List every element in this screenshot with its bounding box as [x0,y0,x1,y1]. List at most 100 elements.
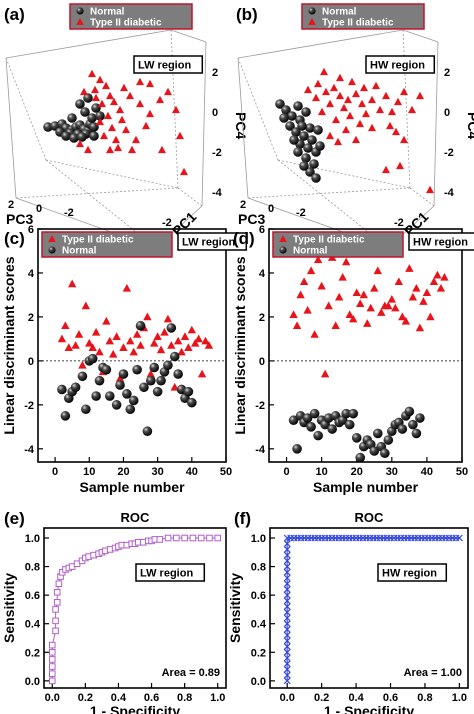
diabetic-point [289,310,298,319]
diabetic-point [191,338,200,347]
x-tick-label: 0.4 [348,692,364,704]
diabetic-point [415,323,425,332]
x-tick-label: 50 [220,466,232,478]
pc4-tick-label: 2 [444,67,450,79]
normal-point [408,419,418,430]
normal-point [341,408,352,419]
normal-point [306,422,316,432]
legend-box [272,231,404,258]
x-axis-label: Sample number [313,479,419,495]
y-axis-label: Sensitivity [227,573,243,643]
y-axis-label: Linear discriminant scores [1,256,17,434]
diabetic-point [112,332,121,341]
x-tick-label: 20 [117,466,129,478]
diabetic-point [408,105,416,114]
panel-letter: (e) [4,509,25,528]
normal-point [135,320,146,331]
diabetic-point [310,330,319,338]
roc-point [52,606,59,613]
panel-e: 0.0 0.2 0.4 0.6 0.8 1.0 0.0 0.2 0.4 0.6 0.8 1.0 ROC 1… [1,509,227,714]
x-tick-label: 0.0 [280,692,295,704]
normal-point [91,391,101,401]
normal-point [122,389,132,399]
legend-normal-marker [279,246,287,254]
x-tick-label: 30 [386,466,398,478]
area-label: Area = 0.89 [162,667,220,679]
y-tick-label: 0 [259,356,265,368]
diabetic-point [100,131,108,140]
x-tick-label: 30 [152,466,164,478]
roc-point [283,637,291,645]
diabetic-point [119,343,128,351]
y-tick-label: 0.2 [251,647,266,659]
normal-point [61,131,71,141]
normal-point [95,111,105,121]
diabetic-point [366,303,375,312]
normal-point [75,99,85,109]
diabetic-point [292,321,302,330]
diabetic-point [177,347,186,356]
region-label: HW region [370,60,425,72]
box-edge [15,187,179,199]
box-edge [45,159,179,189]
normal-point [83,93,93,103]
roc-point [283,546,291,553]
panel-letter: (b) [236,5,258,24]
diabetic-point [96,117,104,126]
diabetic-point [85,338,94,347]
x-tick-label: 40 [186,466,198,478]
roc-point [455,534,463,542]
diabetic-point [377,308,386,316]
legend-diabetic-marker [48,235,56,242]
diabetic-point [405,264,414,272]
diabetic-point [110,97,118,106]
diabetic-point [382,165,390,174]
diabetic-point [352,135,360,144]
diabetic-point [197,369,207,378]
normal-point [183,386,194,397]
box-edge [5,57,17,199]
panel-letter: (d) [233,229,255,248]
diabetic-point [136,99,144,108]
panel-letter: (f) [234,509,251,528]
pc1-tick-label: -2 [394,217,404,229]
panel-f: 0.0 0.2 0.4 0.6 0.8 1.0 0.0 0.2 0.4 0.6 0.8 1.0 ROC 1… [227,509,469,714]
diabetic-point [136,341,145,349]
roc-point [283,608,291,616]
box-edge [201,41,207,207]
x-tick-label: 0.4 [111,692,127,704]
y-tick-label: 6 [259,224,265,236]
y-tick-label: 0.8 [25,562,40,574]
diabetic-point [132,330,142,338]
diabetic-point [324,301,333,310]
y-tick-label: 0.0 [251,676,266,688]
normal-point [77,371,88,382]
pc3-tick-label: 2 [240,199,246,211]
normal-point [292,444,302,454]
diabetic-point [330,83,338,92]
diabetic-point [394,277,404,286]
y-tick-label: -4 [24,444,35,456]
normal-point [173,369,183,379]
diabetic-point [91,85,99,94]
legend-label: Type II diabetic [90,18,162,29]
diabetic-point [419,297,428,305]
diabetic-point [384,301,393,310]
x-tick-label: 40 [421,466,433,478]
roc-title: ROC [355,510,385,525]
diabetic-point [317,281,326,290]
normal-point [142,426,153,437]
normal-point [415,413,425,423]
diabetic-point [340,103,348,112]
roc-point [283,660,291,668]
normal-point [305,167,315,177]
diabetic-point [326,131,334,140]
diabetic-point [158,145,166,154]
diabetic-point [400,87,408,96]
diabetic-point [304,85,312,94]
diabetic-point [322,87,330,96]
normal-point [285,121,295,131]
region-tag: HW region [377,563,448,582]
